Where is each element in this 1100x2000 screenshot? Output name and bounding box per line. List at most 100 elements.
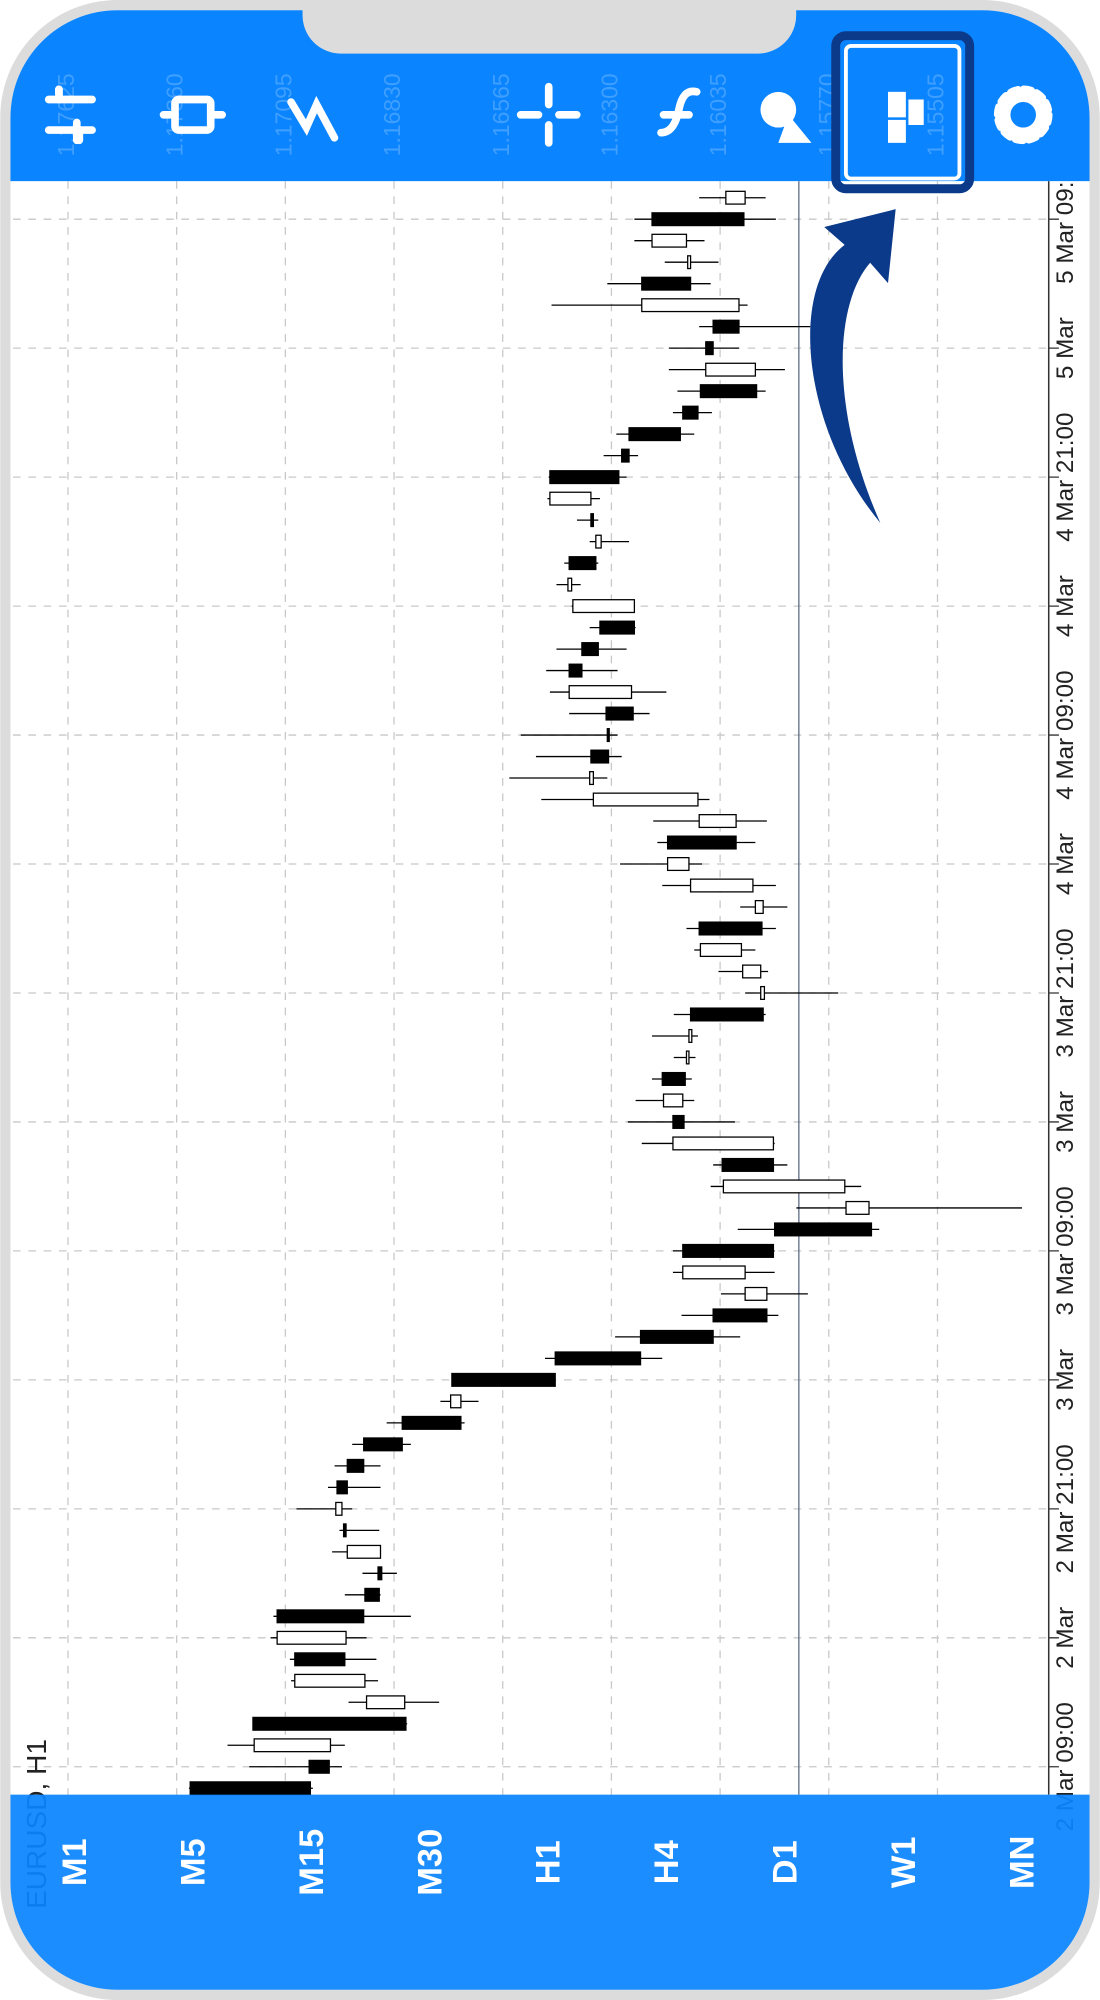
active-tool-highlight	[831, 31, 975, 194]
candle-body	[450, 1394, 462, 1409]
candle-body	[754, 899, 764, 915]
candle-icon[interactable]	[159, 95, 227, 134]
candle-body	[276, 1630, 347, 1645]
timeframe-button[interactable]: M30	[411, 1829, 449, 1896]
candle-body	[554, 1351, 642, 1366]
candle-body	[595, 534, 602, 549]
pointer-arrow	[810, 209, 896, 523]
time-tick-label: 4 Mar 21:00	[1052, 413, 1079, 542]
indicator-icon[interactable]	[657, 87, 701, 137]
timeframe-button[interactable]: M15	[293, 1829, 331, 1896]
candle-body	[699, 384, 758, 399]
candle-body	[651, 233, 688, 248]
price-tick-label: 1.17625	[53, 73, 79, 156]
candle-body	[252, 1716, 407, 1731]
price-tick-label: 1.16035	[705, 73, 731, 156]
candle-body	[342, 1523, 347, 1538]
candle-body	[346, 1458, 365, 1473]
candle-body	[662, 1093, 684, 1108]
candle-body	[774, 1222, 873, 1237]
time-tick-label: 4 Mar 09:00	[1052, 670, 1079, 799]
candle-body	[346, 1544, 382, 1559]
candle-body	[599, 620, 636, 635]
candle-body	[590, 513, 595, 528]
price-tick-label: 1.17095	[270, 73, 296, 156]
active-tool-frame	[844, 44, 962, 181]
time-tick-label: 3 Mar 09:00	[1052, 1186, 1079, 1315]
candle-body	[621, 448, 630, 463]
candle-body	[363, 1437, 403, 1452]
candle-body	[294, 1673, 366, 1688]
layout-icon[interactable]	[888, 91, 924, 143]
candle-body	[688, 1028, 693, 1043]
candle-body	[335, 1501, 343, 1516]
timeframe-button[interactable]: MN	[1004, 1835, 1042, 1889]
candle-body	[705, 341, 714, 356]
candle-body	[685, 1050, 690, 1065]
time-tick-label: 3 Mar 21:00	[1052, 928, 1079, 1057]
candle-body	[744, 1286, 768, 1301]
crosshair-icon[interactable]	[516, 82, 581, 147]
candle-body	[845, 1200, 870, 1215]
candle-body	[401, 1415, 462, 1430]
candle-body	[661, 1071, 686, 1086]
candle-body	[641, 276, 692, 291]
candle-body	[549, 470, 620, 485]
candle-body	[365, 1695, 406, 1710]
candle-body	[276, 1609, 365, 1624]
price-labels: 1.17625 1.17360 1.17095 1.16830 1.16565 1.163…	[53, 73, 949, 156]
candle-body	[689, 878, 754, 893]
candle-body	[189, 1781, 312, 1796]
time-tick-label: 5 Mar	[1052, 317, 1079, 379]
candle-body	[742, 964, 762, 979]
timeframe-button[interactable]: M1	[56, 1838, 94, 1886]
candle-body	[568, 663, 583, 678]
price-tick-label: 1.15505	[923, 73, 949, 156]
candle-body	[568, 685, 633, 700]
timeframe-button[interactable]: M5	[174, 1838, 212, 1886]
time-tick-label: 4 Mar	[1052, 575, 1079, 637]
candle-body	[698, 921, 763, 936]
candle-body	[725, 190, 746, 205]
bar-chart-icon[interactable]	[44, 85, 96, 145]
price-tick-label: 1.16565	[488, 73, 514, 156]
candle-body	[698, 814, 737, 829]
timeframe-button[interactable]: D1	[767, 1840, 805, 1884]
candle-body	[722, 1179, 846, 1194]
time-tick-label: 4 Mar	[1052, 833, 1079, 895]
candle-body	[589, 771, 595, 786]
timeframe-button[interactable]: W1	[885, 1836, 923, 1888]
timeframe-button[interactable]: H4	[648, 1840, 686, 1884]
candle-body	[699, 942, 743, 958]
candle-body	[590, 749, 610, 764]
candle-body	[605, 706, 634, 721]
candle-body	[682, 405, 699, 420]
candle-body	[705, 362, 757, 377]
candle-body	[712, 319, 740, 334]
candle-body	[377, 1566, 383, 1581]
candle-body	[606, 728, 610, 743]
timeframe-buttons: M1 M5 M15 M30 H1 H4 D1 W1 MN	[56, 1829, 1042, 1896]
candle-body	[294, 1652, 346, 1667]
candle-body	[639, 1329, 714, 1344]
candle-body	[651, 212, 745, 227]
settings-icon[interactable]	[993, 85, 1053, 145]
objects-icon[interactable]	[760, 91, 812, 143]
candle-body	[687, 255, 692, 270]
notch	[302, 0, 797, 54]
candle-body	[689, 1007, 764, 1022]
candle-body	[592, 792, 699, 807]
timeframe-bar	[10, 1794, 1090, 1990]
candle-body	[666, 857, 690, 872]
time-tick-label: 2 Mar	[1052, 1607, 1079, 1669]
line-icon[interactable]	[287, 95, 339, 142]
candle-body	[682, 1265, 746, 1280]
candle-body	[549, 491, 592, 506]
price-tick-label: 1.16830	[379, 73, 405, 156]
timeframe-button[interactable]: H1	[530, 1840, 568, 1884]
candle-body	[628, 427, 681, 442]
